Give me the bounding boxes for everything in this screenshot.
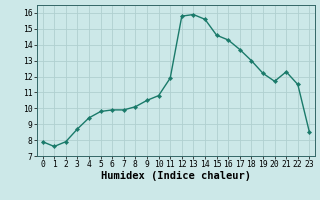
X-axis label: Humidex (Indice chaleur): Humidex (Indice chaleur) [101,171,251,181]
